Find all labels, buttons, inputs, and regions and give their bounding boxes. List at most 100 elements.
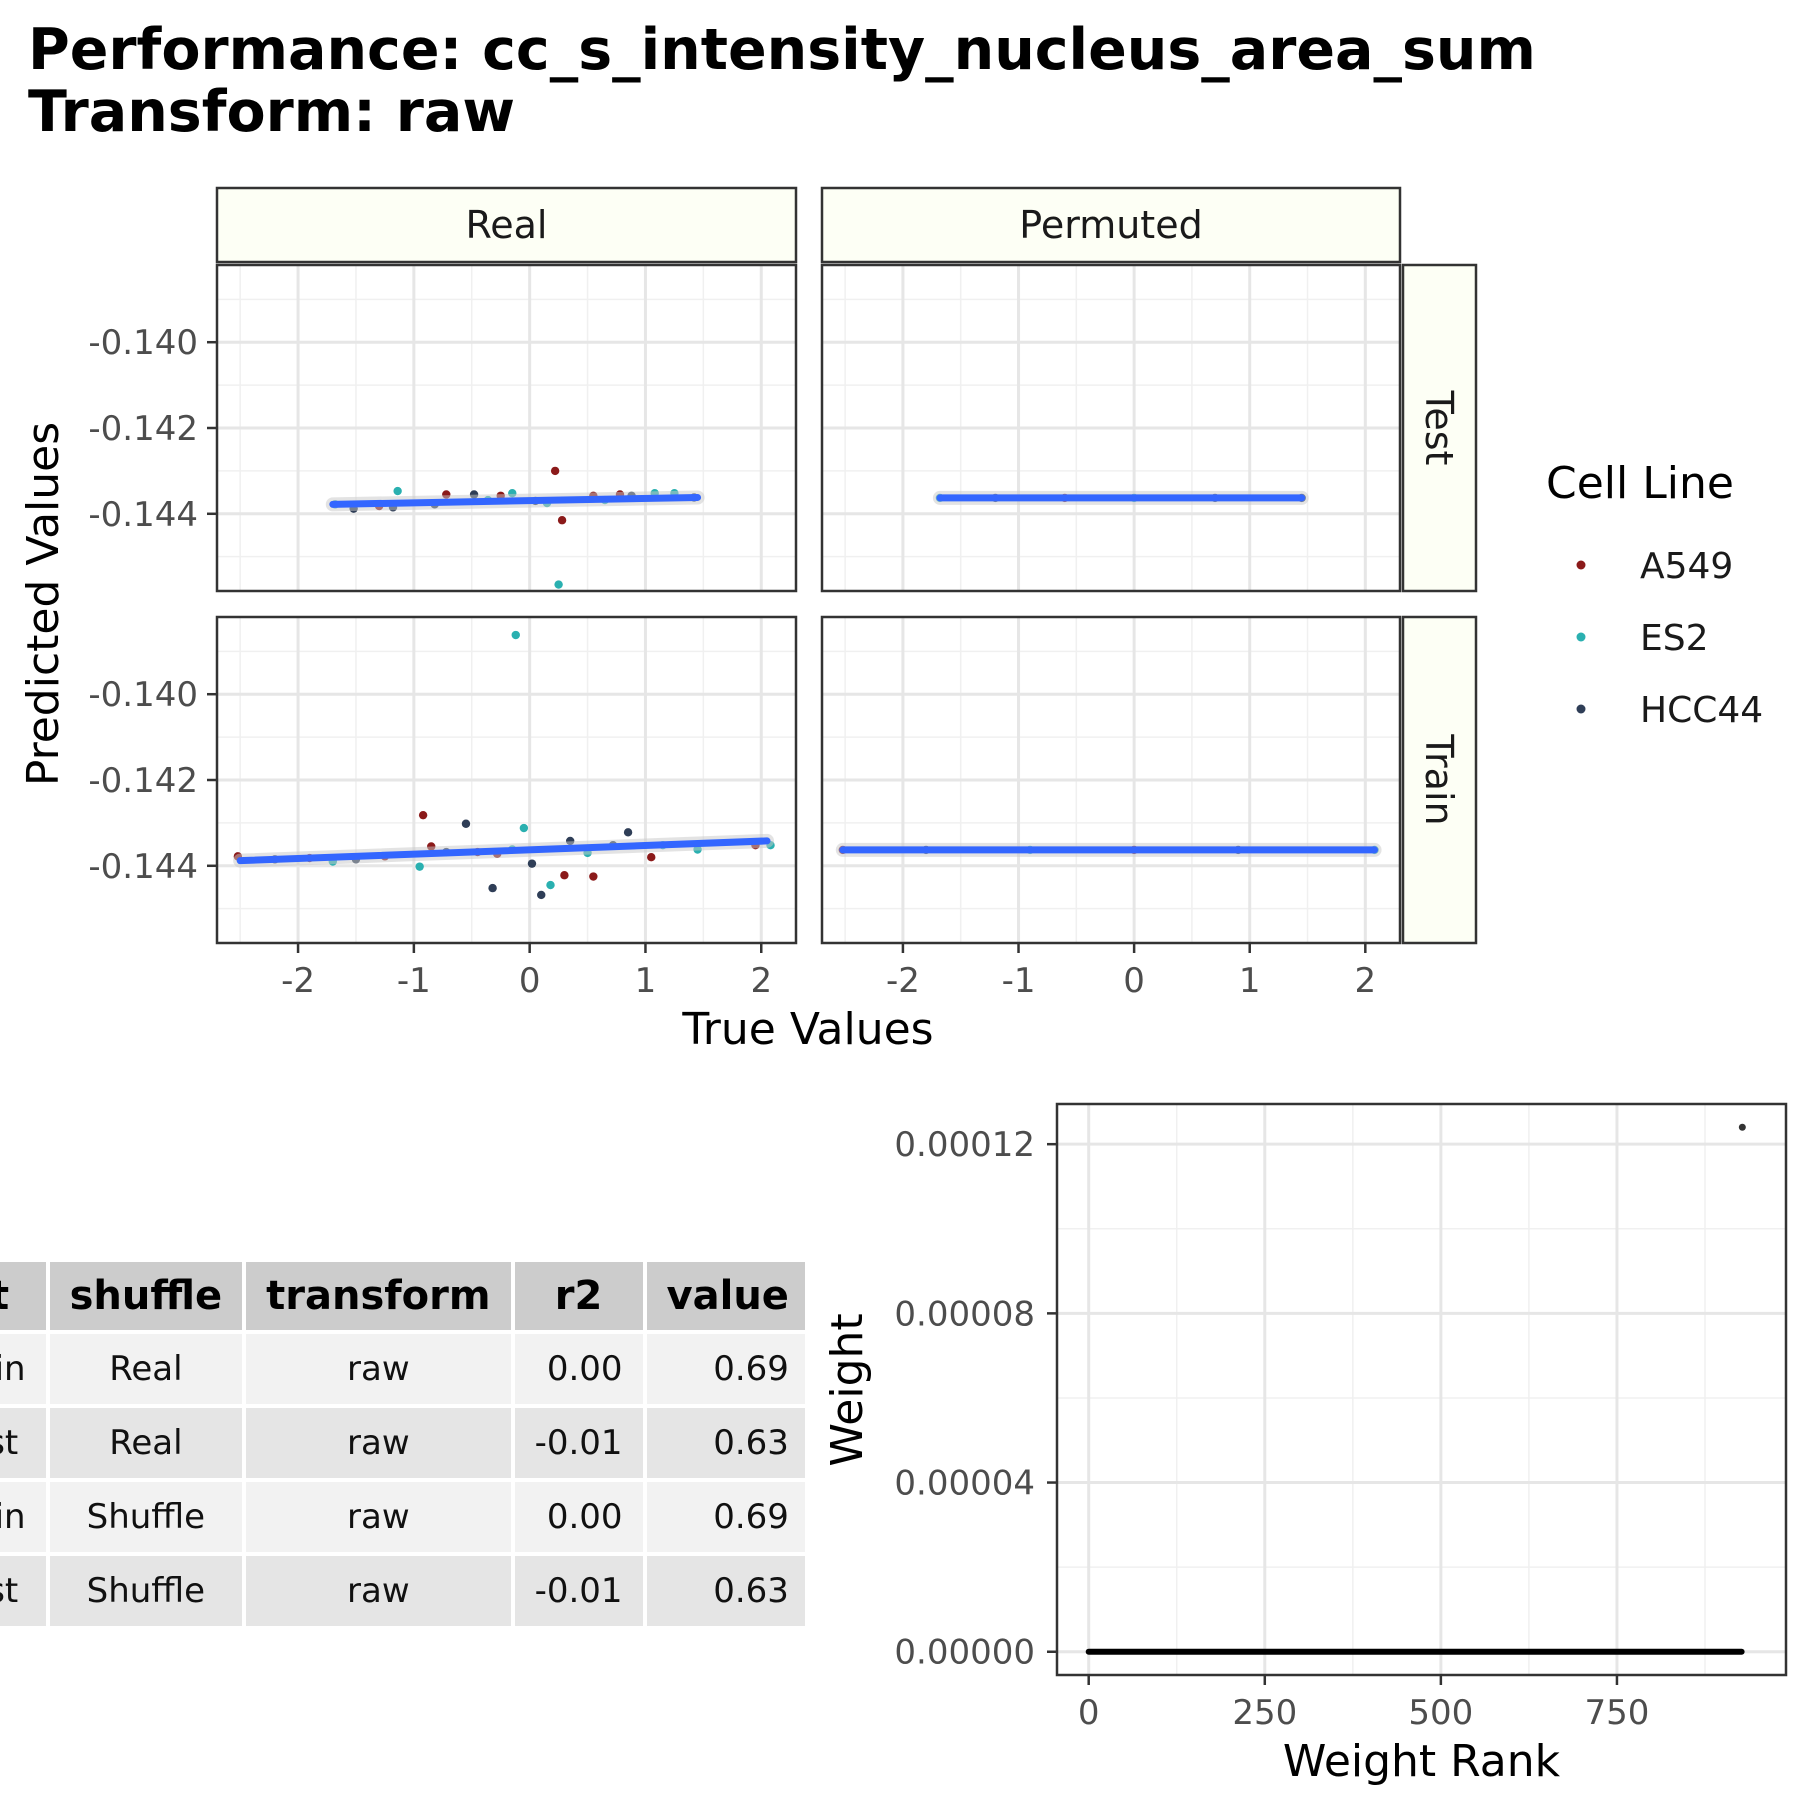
legend-label: A549 xyxy=(1640,546,1733,587)
facet-panel-permuted-test xyxy=(820,263,1402,593)
x-tick-label: 250 xyxy=(1232,1693,1297,1733)
weight-outlier-point xyxy=(1738,1123,1746,1131)
y-tick-label: -0.142 xyxy=(88,761,198,801)
panel-background xyxy=(1057,1104,1786,1675)
panel-border xyxy=(820,615,1402,945)
x-tick-label: -2 xyxy=(886,961,920,1001)
x-tick-label: -1 xyxy=(397,961,431,1001)
data-point-es2 xyxy=(546,880,555,890)
data-point-a549 xyxy=(557,516,567,525)
facet-strip-test xyxy=(1401,263,1478,593)
facet-panel-real-train xyxy=(215,615,798,945)
x-tick-label: 0 xyxy=(1078,1693,1100,1733)
x-tick-label: 2 xyxy=(750,961,772,1001)
table-header-row: fit shuffle transform r2 value xyxy=(0,1262,805,1330)
x-tick-label: 0 xyxy=(1123,961,1145,1001)
table-cell-r2: 0.00 xyxy=(514,1334,643,1404)
data-point-a549 xyxy=(647,853,656,862)
table-cell-fit: Train xyxy=(0,1482,46,1552)
data-point-a549 xyxy=(550,466,560,476)
table-cell-transform: raw xyxy=(246,1482,511,1552)
data-point-hcc44 xyxy=(537,890,546,900)
y-tick-label: -0.140 xyxy=(88,675,198,715)
data-point-hcc44 xyxy=(488,883,497,893)
performance-table-clip: fit shuffle transform r2 value Train Rea… xyxy=(0,1258,805,1638)
facet-strip-real xyxy=(215,186,798,264)
facet-panel-permuted-train xyxy=(820,615,1402,945)
table-cell-value: 0.69 xyxy=(646,1334,805,1404)
table-row: Test Real raw -0.01 0.63 xyxy=(0,1408,805,1478)
table-cell-transform: raw xyxy=(246,1408,511,1478)
performance-table: fit shuffle transform r2 value Train Rea… xyxy=(0,1258,805,1630)
x-axis-label: True Values xyxy=(681,1004,933,1055)
x-tick-label: -2 xyxy=(281,961,315,1001)
chart-title-line1: Performance: cc_s_intensity_nucleus_area… xyxy=(28,17,1536,83)
weight-rank-panel xyxy=(1055,1102,1788,1677)
facet-strip-label: Train xyxy=(1417,733,1461,825)
legend-key-a549 xyxy=(1576,560,1586,570)
y-tick-label: 0.00012 xyxy=(894,1125,1035,1165)
table-cell-r2: -0.01 xyxy=(514,1408,643,1478)
table-header-fit: fit xyxy=(0,1262,46,1330)
y-tick-label: 0.00000 xyxy=(894,1633,1035,1673)
table-cell-shuffle: Shuffle xyxy=(49,1556,243,1626)
y-tick-label: -0.140 xyxy=(88,323,198,363)
legend-key-hcc44 xyxy=(1576,704,1586,714)
table-cell-fit: Train xyxy=(0,1334,46,1404)
data-point-es2 xyxy=(554,580,563,589)
table-cell-r2: -0.01 xyxy=(514,1556,643,1626)
table-cell-r2: 0.00 xyxy=(514,1482,643,1552)
x-tick-label: 1 xyxy=(1239,961,1261,1001)
data-point-hcc44 xyxy=(527,859,537,868)
table-header-shuffle: shuffle xyxy=(49,1262,243,1330)
y-axis-label: Predicted Values xyxy=(18,422,69,786)
table-cell-fit: Test xyxy=(0,1556,46,1626)
data-point-es2 xyxy=(511,630,520,640)
y-tick-label: 0.00008 xyxy=(894,1294,1035,1334)
data-point-a549 xyxy=(589,872,598,881)
table-row: Test Shuffle raw -0.01 0.63 xyxy=(0,1556,805,1626)
table-row: Train Real raw 0.00 0.69 xyxy=(0,1334,805,1404)
x-tick-label: 500 xyxy=(1408,1693,1473,1733)
data-point-es2 xyxy=(519,823,529,833)
legend-title: Cell Line xyxy=(1546,458,1734,509)
chart-title-line2: Transform: raw xyxy=(28,79,516,145)
table-cell-transform: raw xyxy=(246,1556,511,1626)
y-tick-label: -0.142 xyxy=(88,409,198,449)
panel-border xyxy=(1055,1102,1788,1677)
data-point-a549 xyxy=(418,810,428,820)
weight-y-axis-label: Weight xyxy=(822,1313,873,1466)
table-cell-shuffle: Real xyxy=(49,1408,243,1478)
y-tick-label: 0.00004 xyxy=(894,1464,1035,1504)
y-tick-label: -0.144 xyxy=(88,495,198,535)
legend-label: ES2 xyxy=(1640,618,1709,659)
data-point-a549 xyxy=(560,871,569,880)
table-cell-shuffle: Real xyxy=(49,1334,243,1404)
data-point-hcc44 xyxy=(623,828,633,837)
legend-key-es2 xyxy=(1576,632,1586,642)
table-cell-value: 0.63 xyxy=(646,1408,805,1478)
fit-line xyxy=(329,493,702,508)
data-point-hcc44 xyxy=(461,819,471,828)
panel-border xyxy=(820,263,1402,593)
table-header-transform: transform xyxy=(246,1262,511,1330)
y-tick-label: -0.144 xyxy=(88,847,198,887)
x-tick-label: -1 xyxy=(1002,961,1036,1001)
table-row: Train Shuffle raw 0.00 0.69 xyxy=(0,1482,805,1552)
facet-strip-permuted xyxy=(820,186,1402,264)
weight-x-axis-label: Weight Rank xyxy=(1283,1736,1561,1787)
x-tick-label: 2 xyxy=(1354,961,1376,1001)
table-cell-value: 0.63 xyxy=(646,1556,805,1626)
legend-label: HCC44 xyxy=(1640,690,1763,731)
x-tick-label: 750 xyxy=(1585,1693,1650,1733)
x-tick-label: 0 xyxy=(519,961,541,1001)
facet-strip-train xyxy=(1401,615,1478,945)
data-point-es2 xyxy=(415,862,424,871)
table-cell-shuffle: Shuffle xyxy=(49,1482,243,1552)
table-header-r2: r2 xyxy=(514,1262,643,1330)
table-cell-value: 0.69 xyxy=(646,1482,805,1552)
data-point-es2 xyxy=(393,486,402,496)
facet-strip-label: Real xyxy=(466,203,548,247)
facet-strip-label: Test xyxy=(1417,390,1461,466)
